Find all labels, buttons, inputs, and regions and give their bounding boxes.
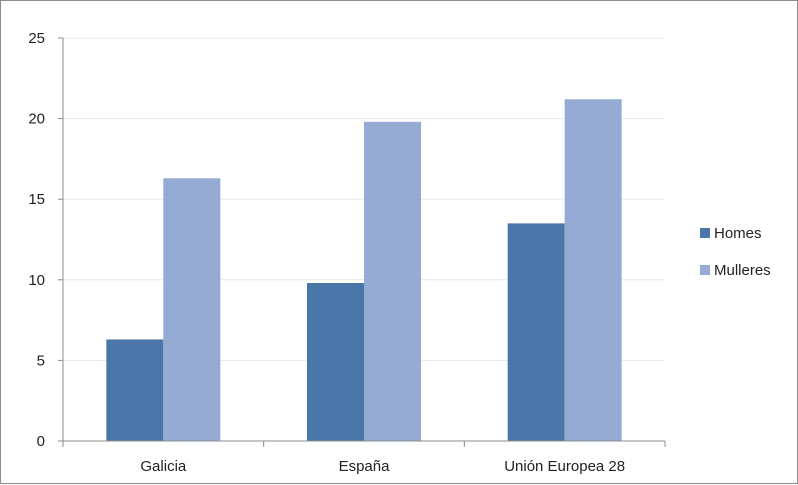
legend: Homes Mulleres	[700, 225, 771, 279]
y-tick-label: 20	[28, 111, 45, 128]
y-tick-label: 15	[28, 191, 45, 208]
y-tick-label: 5	[37, 352, 45, 369]
legend-swatch-homes	[700, 228, 710, 238]
legend-swatch-mulleres	[700, 265, 710, 275]
bar-homes	[106, 339, 164, 441]
y-tick-label: 10	[28, 272, 45, 289]
axes: 0 5 10 15 20 25 Galicia España Unión Europea 28	[28, 30, 666, 475]
y-tick-label: 25	[28, 30, 45, 47]
x-category-label: Galicia	[140, 458, 187, 475]
bars	[106, 99, 622, 442]
bar-mulleres	[364, 121, 421, 441]
bar-homes	[307, 283, 364, 441]
bar-mulleres	[163, 178, 221, 441]
y-tick-label: 0	[37, 433, 45, 450]
legend-label-homes: Homes	[714, 225, 762, 242]
x-category-label: Unión Europea 28	[504, 458, 625, 475]
bar-mulleres	[564, 99, 622, 442]
bar-homes	[507, 223, 565, 441]
x-category-label: España	[339, 458, 391, 475]
legend-label-mulleres: Mulleres	[714, 262, 771, 279]
